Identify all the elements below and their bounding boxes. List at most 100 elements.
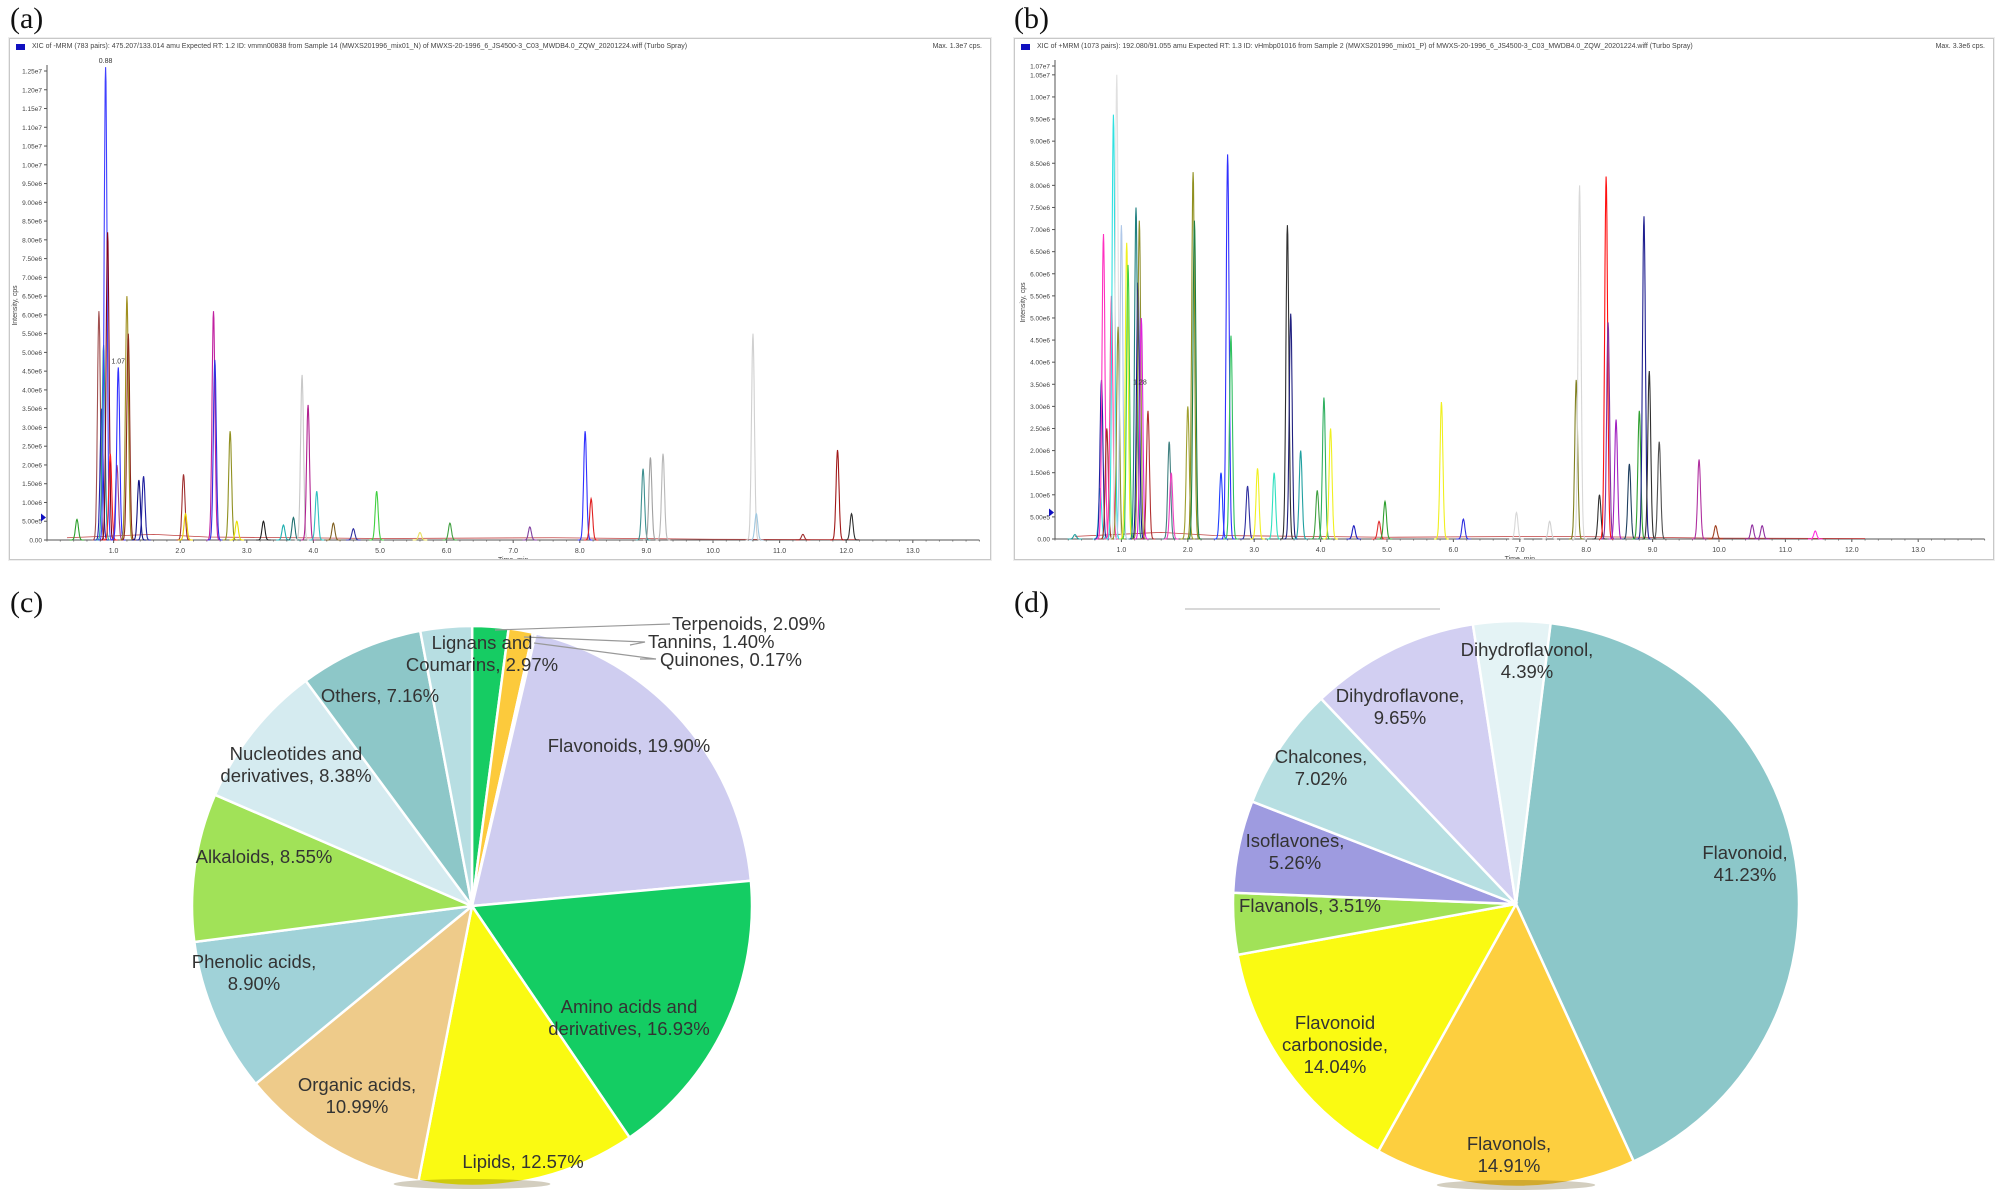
pie-slice — [192, 904, 477, 1086]
chromatogram-peak — [369, 491, 384, 541]
y-tick-label: 4.50e6 — [1030, 338, 1050, 345]
pie-label-line: Amino acids and — [560, 996, 698, 1017]
y-tick-label: 5.50e6 — [1030, 293, 1050, 300]
y-tick-label: 2.00e6 — [22, 462, 42, 469]
pie-label-line: 41.23% — [1713, 864, 1777, 885]
pie-slice — [1471, 619, 1553, 905]
pie-label-line: Others, 7.16% — [320, 685, 440, 706]
pie-shadow — [393, 1179, 551, 1189]
chromatogram-peak — [1240, 485, 1255, 540]
pie-label-line: 8.90% — [227, 973, 281, 994]
x-tick-label: 10.0 — [706, 548, 720, 555]
y-tick-label: 7.00e6 — [1030, 227, 1050, 234]
y-tick-label: 6.00e6 — [22, 312, 42, 319]
pie-slice-label: Chalcones, 7.02% — [1275, 746, 1368, 790]
pie-slice-label: Terpenoids, 2.09% — [672, 613, 825, 635]
leader-line — [494, 623, 671, 631]
chromatogram-peak — [300, 404, 316, 541]
chromatogram-peak — [1185, 172, 1201, 540]
chromatogram-peak — [1128, 207, 1144, 540]
y-tick-label: 1.05e7 — [22, 144, 42, 151]
y-tick-label: 1.10e7 — [22, 125, 42, 132]
chromatogram-header: XIC of -MRM (783 pairs): 475.207/133.014… — [32, 43, 688, 50]
chromatogram-peak — [102, 453, 118, 541]
chromatogram-peak — [830, 449, 845, 541]
pie-label-line: Nucleotides and — [229, 743, 363, 764]
pie-slice-label: Lipids, 12.57% — [462, 1151, 583, 1173]
pie-label-line: 10.99% — [325, 1096, 389, 1117]
pie-slice-label: Quinones, 0.17% — [660, 649, 802, 671]
pie-label-line: derivatives, 8.38% — [220, 765, 372, 786]
panel-label-c: (c) — [10, 586, 44, 619]
pie-slice — [417, 902, 632, 1188]
pie-label-line: derivatives, 16.93% — [548, 1018, 710, 1039]
pie-slice-label: Alkaloids, 8.55% — [196, 846, 333, 868]
chromatogram-peak — [577, 431, 593, 541]
chromatogram-peak — [207, 359, 223, 541]
y-tick-label: 9.50e6 — [1030, 117, 1050, 124]
chromatogram-panel-b: XIC of +MRM (1073 pairs): 192.080/91.055… — [1014, 38, 1994, 560]
panel-label-d: (d) — [1014, 586, 1049, 619]
chromatogram-peak — [1691, 459, 1707, 540]
pie-label-line: 7.02% — [1294, 768, 1348, 789]
x-tick-label: 3.0 — [242, 548, 252, 555]
chromatogram-peak — [294, 374, 310, 541]
x-tick-label: 5.0 — [375, 548, 385, 555]
pie-slice — [470, 631, 753, 908]
y-tick-label: 1.00e6 — [22, 500, 42, 507]
chromatogram-peak — [309, 491, 325, 541]
chromatogram-peak — [1109, 74, 1125, 540]
x-tick-label: 4.0 — [309, 548, 319, 555]
chromatogram-peak — [1346, 524, 1362, 540]
x-tick-label: 9.0 — [642, 548, 652, 555]
y-tick-label: 1.07e7 — [1030, 64, 1050, 71]
pie-shadow — [1436, 1180, 1596, 1190]
pie-slice-label: Amino acids and derivatives, 16.93% — [548, 996, 709, 1040]
chromatogram-peak — [1119, 242, 1135, 540]
pie-label-line: Flavanols, 3.51% — [1239, 895, 1381, 916]
x-tick-label: 10.0 — [1712, 547, 1726, 554]
pie-slice — [418, 624, 474, 907]
y-tick-label: 7.00e6 — [22, 275, 42, 282]
chromatogram-peak — [522, 526, 538, 541]
pie-slice — [253, 902, 474, 1183]
chromatogram-peak — [745, 333, 761, 541]
chromatogram-peak — [1636, 216, 1652, 540]
chromatogram-peak — [748, 512, 764, 541]
chromatogram-peak — [844, 512, 859, 541]
chromatogram-peak — [109, 464, 125, 541]
chromatogram-peak — [69, 518, 85, 541]
pie-slice — [303, 629, 474, 907]
pie-label-line: Coumarins, 2.97% — [405, 654, 559, 675]
x-tick-label: 8.0 — [575, 548, 585, 555]
y-tick-label: 1.00e7 — [1030, 94, 1050, 101]
panel-label-b: (b) — [1014, 2, 1049, 35]
trace-color-square-icon — [1021, 44, 1030, 50]
y-tick-label: 3.00e6 — [1030, 404, 1050, 411]
chromatogram-peak — [1572, 185, 1587, 540]
y-tick-label: 1.50e6 — [1030, 470, 1050, 477]
x-axis-label: Time, min — [1505, 556, 1536, 559]
y-tick-label: 5.00e6 — [1030, 315, 1050, 322]
pie-slice — [213, 678, 476, 909]
chromatogram-peak — [326, 522, 341, 541]
y-tick-label: 6.00e6 — [1030, 271, 1050, 278]
y-tick-label: 2.50e6 — [1030, 426, 1050, 433]
y-axis-label: Intensity, cps — [1020, 282, 1027, 323]
chromatogram-plot-a: 1.0 2.0 3.0 4.0 5.0 6.0 7.0 8.0 9.0 10.0 11.0 12.0 1… — [12, 58, 980, 559]
chromatogram-peak — [1250, 468, 1265, 540]
max-intensity-label: Max. 3.3e6 cps. — [1935, 43, 1985, 50]
y-tick-label: 1.50e6 — [22, 481, 42, 488]
leader-line — [523, 636, 646, 646]
chromatogram-peak — [1316, 397, 1332, 540]
x-tick-label: 1.0 — [109, 548, 119, 555]
chromatogram-peak — [1266, 472, 1282, 540]
pie-label-line: 14.91% — [1477, 1155, 1541, 1176]
y-tick-label: 5.50e6 — [22, 331, 42, 338]
chromatogram-peak — [1180, 406, 1196, 540]
chromatogram-peak — [1133, 317, 1149, 540]
chromatogram-peak — [1163, 472, 1179, 540]
chromatogram-peak — [131, 479, 147, 541]
pie-label-line: Flavonoids, 19.90% — [547, 735, 711, 756]
pie-slice — [1514, 621, 1801, 1164]
